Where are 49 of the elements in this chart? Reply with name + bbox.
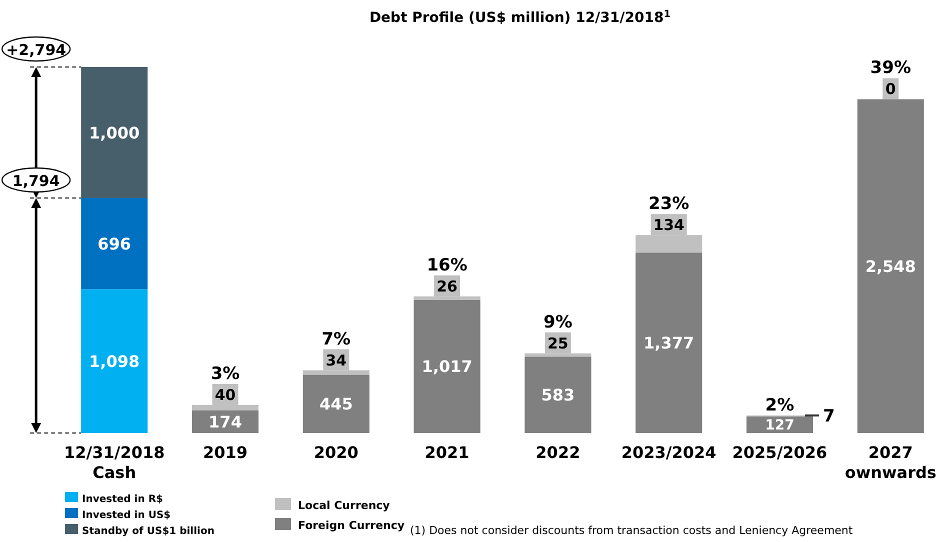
data-label: 26 xyxy=(436,277,458,296)
bar xyxy=(414,300,480,433)
x-tick-label: 2025/2026 xyxy=(732,443,828,462)
data-label: 1,377 xyxy=(644,334,694,353)
bar xyxy=(81,67,148,198)
data-label: 7 xyxy=(823,406,835,426)
annotation: 23% xyxy=(648,194,690,214)
data-label: 445 xyxy=(319,394,353,414)
data-label: 696 xyxy=(98,234,132,254)
bar xyxy=(81,289,148,433)
annotation: 7% xyxy=(322,329,351,350)
x-tick-label: 2021 xyxy=(424,443,470,462)
chart-title: Debt Profile (US$ million) 12/31/2018$^{1}$ xyxy=(369,8,671,26)
data-label: 1,098 xyxy=(89,352,140,371)
data-label: 34 xyxy=(326,351,347,370)
x-tick-label: 12/31/2018 Cash xyxy=(64,443,165,482)
legend-label: Invested in US$ xyxy=(82,510,171,521)
x-tick-label: 2023/2024 xyxy=(621,443,716,462)
annotation: 16% xyxy=(426,255,468,276)
bar xyxy=(81,198,148,290)
x-tick-label: 2019 xyxy=(202,443,248,462)
bar xyxy=(857,99,924,433)
data-label: 1,000 xyxy=(89,123,140,142)
legend-label: Invested in R$ xyxy=(82,494,164,505)
annotation: 3% xyxy=(210,364,240,384)
legend-label: Standby of US$1 billion xyxy=(82,526,214,537)
x-tick-label: 2022 xyxy=(536,443,580,462)
annotation: 39% xyxy=(870,58,911,78)
bar xyxy=(636,252,702,433)
annotation: 2% xyxy=(765,395,794,416)
bar xyxy=(302,374,370,433)
data-label: 127 xyxy=(765,418,794,434)
x-tick-label: 2020 xyxy=(314,443,358,462)
legend-label: Foreign Currency xyxy=(298,519,405,532)
data-label: 0 xyxy=(885,80,896,98)
bar xyxy=(524,356,592,433)
data-label: 2,548 xyxy=(865,256,916,276)
ref-line-label: +2,794 xyxy=(6,41,66,59)
data-label: 40 xyxy=(214,386,236,404)
data-label: 25 xyxy=(548,334,568,352)
text: (1) Does not consider discounts from transaction costs and Leniency Agreement xyxy=(410,524,854,537)
data-label: 134 xyxy=(653,216,684,234)
legend-label: Local Currency xyxy=(298,499,390,512)
annotation: 9% xyxy=(544,312,572,332)
x-tick-label: 2027 ownwards xyxy=(844,443,936,482)
data-label: 174 xyxy=(208,412,242,432)
ref-line-label: 1,794 xyxy=(12,172,60,190)
data-label: 1,017 xyxy=(422,357,472,376)
data-label: 583 xyxy=(541,386,575,405)
